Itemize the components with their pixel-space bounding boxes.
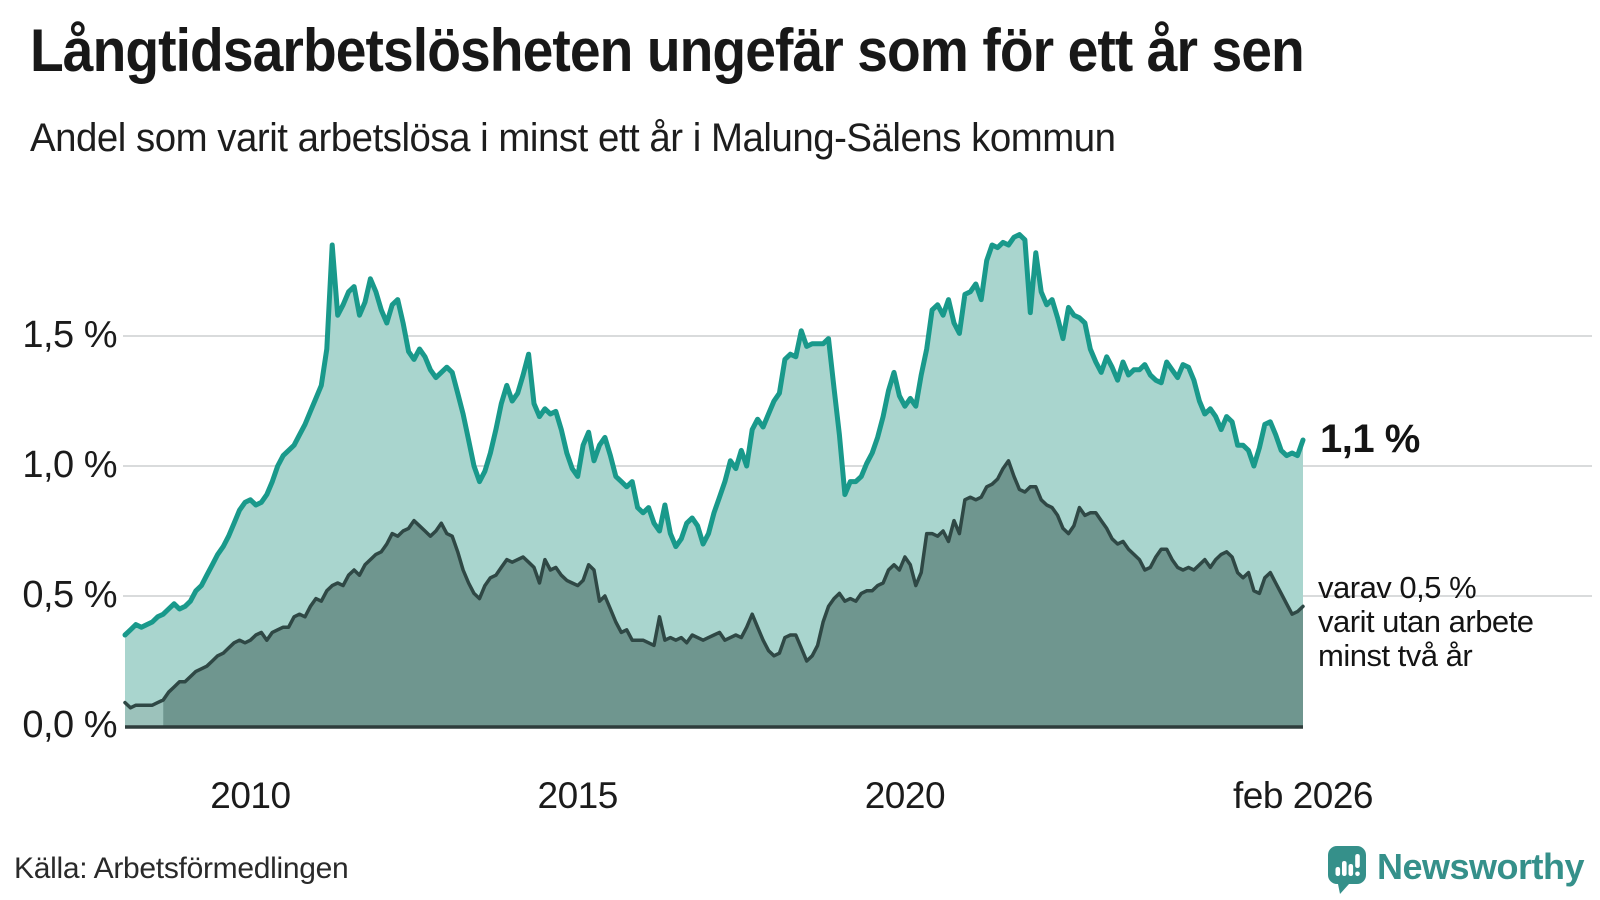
x-axis-tick-label: 2010	[210, 775, 291, 816]
secondary-annotation: varav 0,5 % varit utan arbete minst två …	[1318, 571, 1534, 673]
y-axis-tick-label: 1,0 %	[22, 444, 117, 486]
secondary-annotation-line: varav 0,5 %	[1318, 570, 1477, 605]
x-axis-tick-label: feb 2026	[1232, 775, 1374, 816]
y-axis-tick-label: 0,5 %	[22, 574, 117, 616]
secondary-annotation-line: varit utan arbete	[1318, 604, 1534, 639]
newsworthy-wordmark: Newsworthy	[1376, 846, 1585, 887]
series-line-minst-tva-ar	[123, 459, 1305, 710]
secondary-annotation-line: minst två år	[1318, 638, 1473, 673]
latest-value-label: 1,1 %	[1320, 417, 1420, 461]
y-axis-tick-label: 0,0 %	[22, 704, 117, 746]
x-axis-tick-label: 2015	[537, 775, 619, 816]
series-area-minst-tva-ar	[163, 460, 1304, 726]
x-axis-tick-label: 2020	[864, 775, 946, 816]
page-title: Långtidsarbetslösheten ungefär som för e…	[30, 17, 1305, 84]
page-subtitle: Andel som varit arbetslösa i minst ett å…	[30, 116, 1116, 160]
newsworthy-logo[interactable]: Newsworthy	[1327, 845, 1585, 895]
source-label: Källa: Arbetsförmedlingen	[14, 852, 349, 885]
y-axis-tick-label: 1,5 %	[22, 314, 117, 356]
newsworthy-icon	[1327, 846, 1366, 894]
series-line-minst-ett-ar	[122, 232, 1306, 638]
